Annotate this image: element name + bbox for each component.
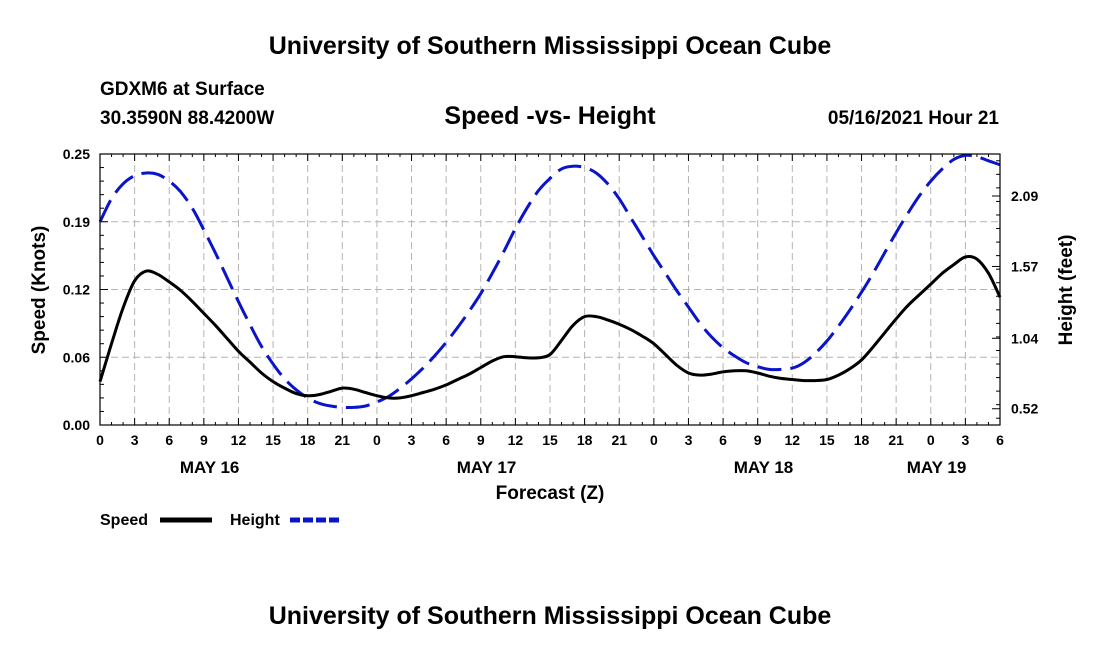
day-label: MAY 19 [907, 458, 967, 477]
x-tick-label: 12 [231, 432, 247, 448]
x-tick-label: 18 [854, 432, 870, 448]
day-label: MAY 16 [180, 458, 240, 477]
y-tick-label: 0.25 [63, 146, 90, 162]
x-tick-label: 3 [685, 432, 693, 448]
series-line-height [98, 153, 1001, 410]
y-tick-label: 0.12 [63, 282, 90, 298]
y-tick-label: 0.19 [63, 214, 90, 230]
legend-speed-label: Speed [100, 512, 148, 529]
x-tick-label: 18 [300, 432, 316, 448]
x-tick-label: 15 [542, 432, 558, 448]
x-tick-label: 21 [611, 432, 627, 448]
x-tick-label: 0 [650, 432, 658, 448]
x-tick-label: 6 [996, 432, 1004, 448]
coordinates-label: 30.3590N 88.4200W [100, 108, 274, 129]
y2-tick-label: 2.09 [1011, 188, 1038, 204]
legend-height-label: Height [230, 512, 280, 529]
x-tick-label: 6 [719, 432, 727, 448]
y2-tick-label: 1.57 [1011, 258, 1038, 274]
x-tick-label: 3 [131, 432, 139, 448]
series-line-speed [98, 255, 1002, 400]
plot-frame [99, 153, 1001, 426]
timestamp-label: 05/16/2021 Hour 21 [828, 108, 1000, 129]
bottom-title: University of Southern Mississippi Ocean… [269, 602, 832, 630]
x-tick-label: 0 [927, 432, 935, 448]
y-axis-label: Speed (Knots) [29, 226, 50, 355]
series-lines [98, 153, 1002, 410]
x-tick-label: 12 [785, 432, 801, 448]
top-title: University of Southern Mississippi Ocean… [269, 32, 832, 60]
x-tick-label: 0 [373, 432, 381, 448]
y-tick-label: 0.00 [63, 417, 90, 433]
x-tick-label: 9 [477, 432, 485, 448]
y2-tick-label: 0.52 [1011, 401, 1038, 417]
x-tick-label: 9 [754, 432, 762, 448]
x-tick-label: 15 [819, 432, 835, 448]
x-tick-label: 12 [508, 432, 524, 448]
station-label: GDXM6 at Surface [100, 79, 265, 100]
x-tick-label: 21 [888, 432, 904, 448]
day-label: MAY 17 [457, 458, 517, 477]
x-axis-label: Forecast (Z) [496, 483, 605, 504]
x-tick-label: 9 [200, 432, 208, 448]
x-tick-label: 6 [165, 432, 173, 448]
legend: Speed Height [100, 512, 342, 529]
y2-axis-label: Height (feet) [1056, 235, 1077, 346]
x-tick-label: 15 [265, 432, 281, 448]
chart-title: Speed -vs- Height [444, 102, 656, 130]
y2-tick-label: 1.04 [1011, 330, 1038, 346]
x-tick-label: 0 [96, 432, 104, 448]
tick-labels: 0 3 6 9 12 15 18 21 0 3 6 9 12 15 18 21 0 3 6 9 12 15 18 21 0 3 60… [63, 146, 1039, 477]
x-tick-label: 18 [577, 432, 593, 448]
day-label: MAY 18 [734, 458, 794, 477]
y-tick-label: 0.06 [63, 349, 90, 365]
x-tick-label: 21 [335, 432, 351, 448]
x-tick-label: 3 [408, 432, 416, 448]
x-tick-label: 3 [961, 432, 969, 448]
x-tick-label: 6 [442, 432, 450, 448]
